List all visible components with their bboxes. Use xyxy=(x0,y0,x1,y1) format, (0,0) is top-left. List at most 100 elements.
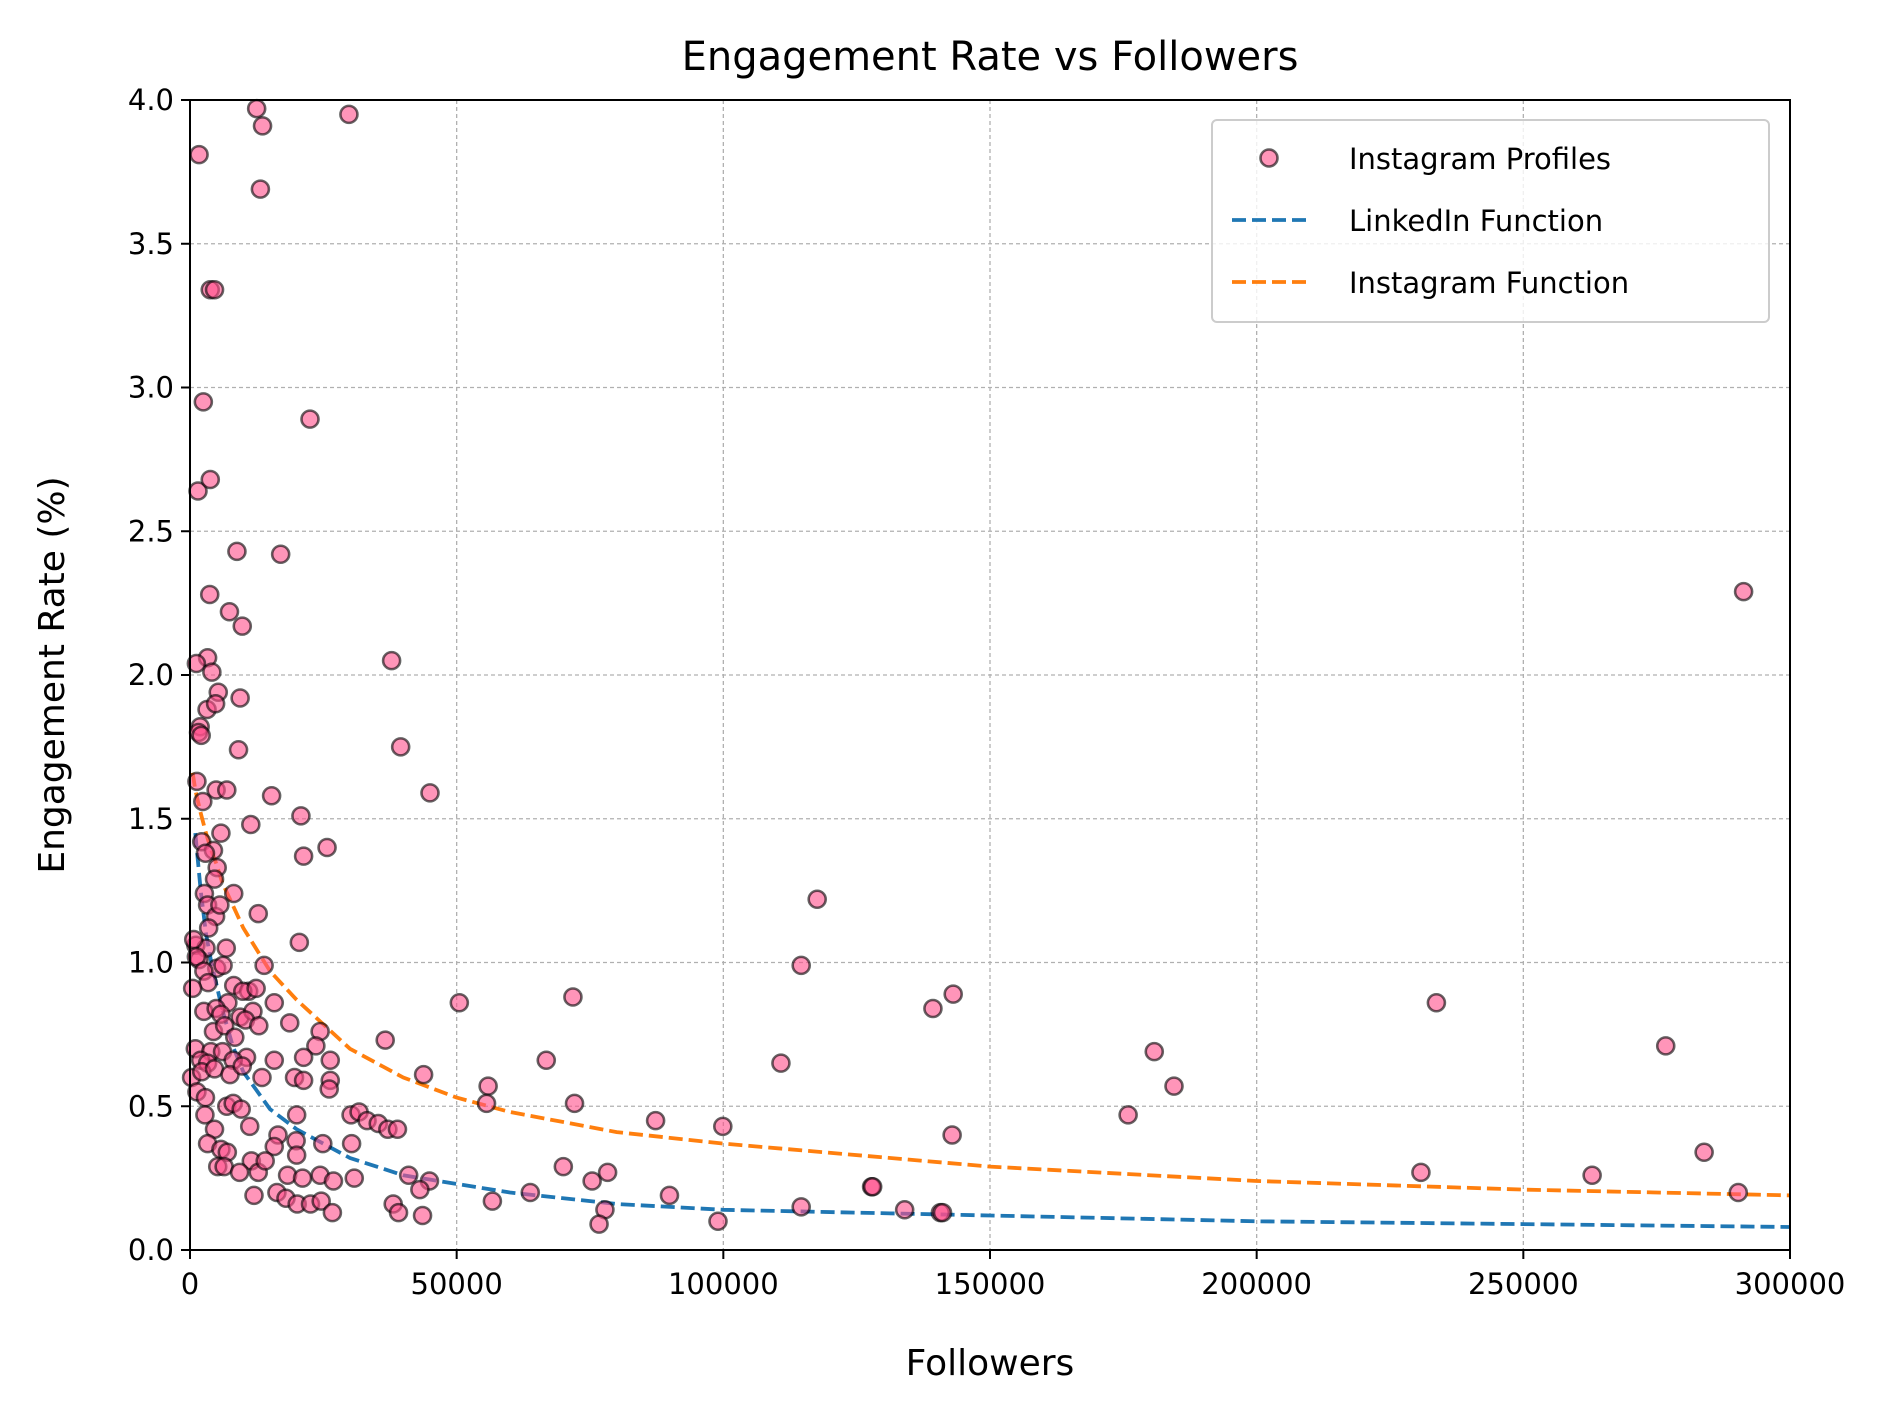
data-point xyxy=(306,1036,326,1056)
data-point xyxy=(223,883,244,904)
data-point xyxy=(712,1116,733,1137)
data-point xyxy=(193,791,213,812)
data-point xyxy=(255,1151,276,1171)
data-point xyxy=(1733,581,1754,602)
data-point xyxy=(390,737,411,757)
data-point xyxy=(244,1185,264,1206)
data-point xyxy=(1164,1076,1184,1096)
chart-title: Engagement Rate vs Followers xyxy=(682,34,1299,80)
data-point xyxy=(232,1056,253,1076)
data-point xyxy=(323,1171,344,1191)
data-point xyxy=(943,984,964,1004)
scatter-points xyxy=(181,98,1754,1234)
y-tick-label: 4.0 xyxy=(128,83,174,117)
data-point xyxy=(520,1182,541,1203)
data-point xyxy=(311,1191,332,1211)
data-point xyxy=(322,1202,343,1223)
x-tick-label: 300000 xyxy=(1735,1267,1846,1301)
data-point xyxy=(292,1168,313,1188)
data-point xyxy=(210,895,230,915)
data-point xyxy=(239,1116,260,1137)
data-point xyxy=(553,1156,574,1177)
x-tick-label: 150000 xyxy=(935,1267,1046,1301)
y-tick-label: 3.0 xyxy=(128,371,174,405)
data-point xyxy=(187,771,207,792)
data-point xyxy=(942,1125,962,1145)
data-point xyxy=(252,116,273,136)
data-point xyxy=(216,938,237,958)
data-point xyxy=(195,1087,216,1108)
data-point xyxy=(246,98,267,119)
data-point xyxy=(228,739,249,760)
data-point xyxy=(279,1013,300,1033)
data-point xyxy=(241,814,261,835)
data-point xyxy=(388,1202,409,1223)
data-point xyxy=(289,932,310,953)
data-point xyxy=(1582,1165,1602,1186)
legend-box xyxy=(1211,119,1770,323)
legend-label-instagram-function: Instagram Function xyxy=(1349,266,1629,300)
data-point xyxy=(319,1079,340,1099)
x-tick-label: 100000 xyxy=(668,1267,779,1301)
data-point xyxy=(286,1105,307,1125)
data-point xyxy=(412,1205,433,1226)
data-point xyxy=(645,1110,666,1131)
data-point xyxy=(211,823,231,843)
data-point xyxy=(248,903,269,924)
data-point xyxy=(254,955,274,976)
data-point xyxy=(293,846,314,866)
data-point xyxy=(387,1119,408,1140)
data-point xyxy=(478,1076,498,1096)
data-point xyxy=(894,1199,915,1220)
data-point xyxy=(195,843,216,864)
data-point xyxy=(264,1050,285,1071)
y-tick-label: 3.5 xyxy=(128,227,174,261)
x-tick-label: 250000 xyxy=(1468,1267,1579,1301)
data-point xyxy=(261,785,282,806)
data-point xyxy=(312,1133,333,1154)
data-point xyxy=(791,1197,812,1217)
data-point xyxy=(293,1070,314,1091)
data-point xyxy=(381,650,402,671)
data-point xyxy=(199,584,220,605)
legend-marker-instagram-profiles xyxy=(1259,148,1279,168)
data-point xyxy=(286,1145,307,1165)
data-point xyxy=(204,869,225,889)
data-point xyxy=(862,1176,883,1197)
data-point xyxy=(1144,1041,1165,1062)
x-tick-label: 200000 xyxy=(1201,1267,1312,1301)
data-point xyxy=(375,1030,396,1050)
data-point xyxy=(264,992,285,1013)
data-point xyxy=(213,955,233,976)
y-tick-label: 2.0 xyxy=(128,658,174,692)
data-point xyxy=(291,806,311,826)
instagram-function-line xyxy=(190,772,1791,1198)
data-point xyxy=(582,1171,602,1191)
data-point xyxy=(420,783,440,803)
data-point xyxy=(250,179,271,199)
data-point xyxy=(189,144,209,165)
data-point xyxy=(771,1053,791,1073)
data-point xyxy=(476,1093,497,1114)
data-point xyxy=(341,1133,362,1154)
fit-lines xyxy=(190,772,1791,1229)
x-axis-ticks: 0 50000 100000 150000 200000 250000 300000 xyxy=(181,1250,1846,1301)
data-point xyxy=(204,279,225,300)
data-point xyxy=(205,693,226,714)
y-axis-label: Engagement Rate (%) xyxy=(32,476,73,873)
data-point xyxy=(231,1099,251,1119)
data-point xyxy=(1118,1105,1138,1125)
data-point xyxy=(195,1105,215,1125)
x-tick-label: 50000 xyxy=(411,1267,503,1301)
data-point xyxy=(482,1191,503,1211)
y-tick-label: 0.0 xyxy=(128,1233,174,1267)
data-point xyxy=(563,987,583,1007)
data-point xyxy=(1694,1142,1714,1163)
data-point xyxy=(227,541,247,562)
data-point xyxy=(320,1050,341,1071)
data-point xyxy=(225,1027,245,1048)
data-point xyxy=(1655,1036,1676,1056)
data-point xyxy=(191,725,211,746)
legend: Instagram Profiles LinkedIn Function Ins… xyxy=(1211,119,1770,323)
data-point xyxy=(1426,992,1447,1013)
